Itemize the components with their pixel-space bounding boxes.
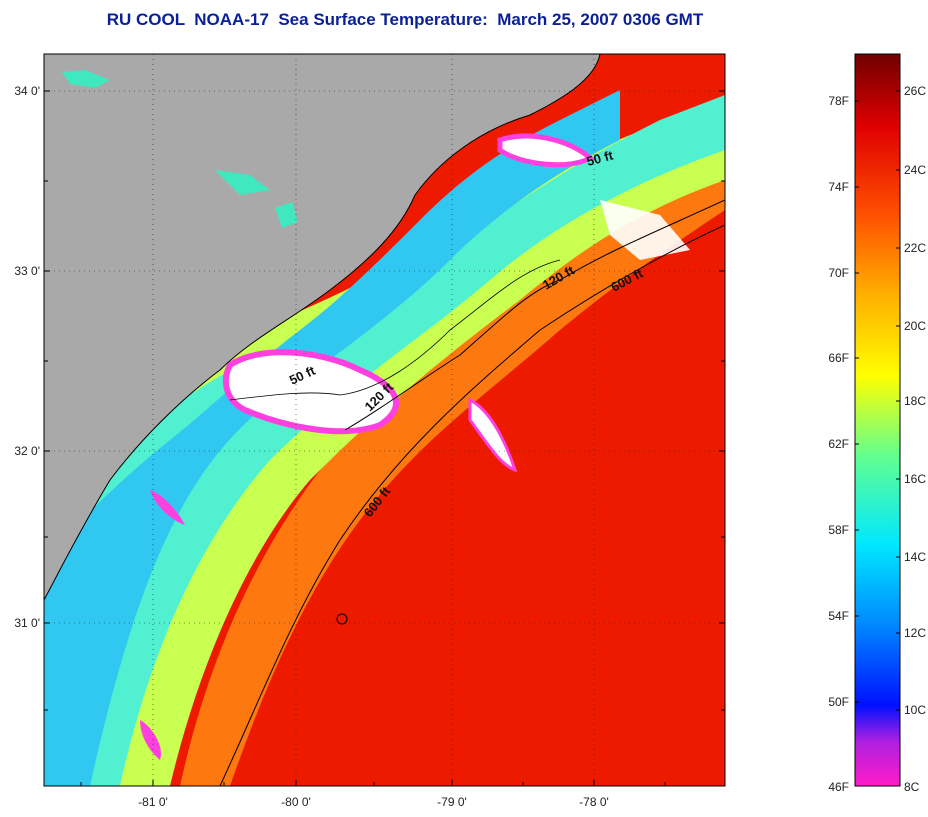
- colorbar-c-label: 10C: [904, 703, 926, 717]
- colorbar-celsius-scale: 26C 24C 22C 20C 18C 16C 14C 12C 10C 8C: [904, 84, 926, 794]
- colorbar-f-label: 46F: [828, 780, 849, 794]
- isobath-600ft: [219, 224, 725, 786]
- map-frame: [43, 53, 726, 787]
- map-title: RU COOL NOAA-17 Sea Surface Temperature:…: [106, 10, 704, 29]
- colorbar-f-label: 50F: [828, 695, 849, 709]
- colorbar-f-label: 54F: [828, 609, 849, 623]
- colorbar-f-label: 66F: [828, 351, 849, 365]
- colorbar-f-label: 70F: [828, 266, 849, 280]
- lon-label: -80 0': [281, 795, 311, 809]
- colorbar-c-label: 18C: [904, 394, 926, 408]
- graticule: [44, 54, 725, 786]
- lon-label: -81 0': [138, 795, 168, 809]
- lon-label: -78 0': [579, 795, 609, 809]
- colorbar-f-label: 58F: [828, 523, 849, 537]
- lat-label: 33 0': [14, 264, 40, 278]
- isobath-50ft: [229, 259, 561, 401]
- lon-label: -79 0': [437, 795, 467, 809]
- lat-label: 32 0': [14, 444, 40, 458]
- contour-label: 50 ft: [585, 147, 615, 169]
- colorbar-fahrenheit-scale: 78F 74F 70F 66F 62F 58F 54F 50F 46F: [828, 94, 849, 794]
- colorbar-c-label: 14C: [904, 550, 926, 564]
- colorbar-f-label: 62F: [828, 437, 849, 451]
- isobath-120ft: [344, 199, 725, 431]
- colorbar-c-label: 12C: [904, 626, 926, 640]
- colorbar-c-label: 22C: [904, 241, 926, 255]
- colorbar-c-label: 26C: [904, 84, 926, 98]
- axis-ticks: [44, 90, 725, 786]
- colorbar-c-label: 8C: [904, 780, 920, 794]
- colorbar-f-label: 78F: [828, 94, 849, 108]
- colorbar-c-label: 20C: [904, 319, 926, 333]
- lat-label: 31 0': [14, 616, 40, 630]
- colorbar-ticks: [855, 90, 900, 711]
- temperature-colorbar: [854, 53, 901, 787]
- station-marker: [336, 613, 348, 625]
- colorbar-c-label: 24C: [904, 163, 926, 177]
- colorbar-f-label: 74F: [828, 180, 849, 194]
- colorbar-c-label: 16C: [904, 472, 926, 486]
- sst-image: 50 ft 120 ft 600 ft 50 ft 120 ft 600 ft: [44, 54, 725, 786]
- lat-label: 34 0': [14, 84, 40, 98]
